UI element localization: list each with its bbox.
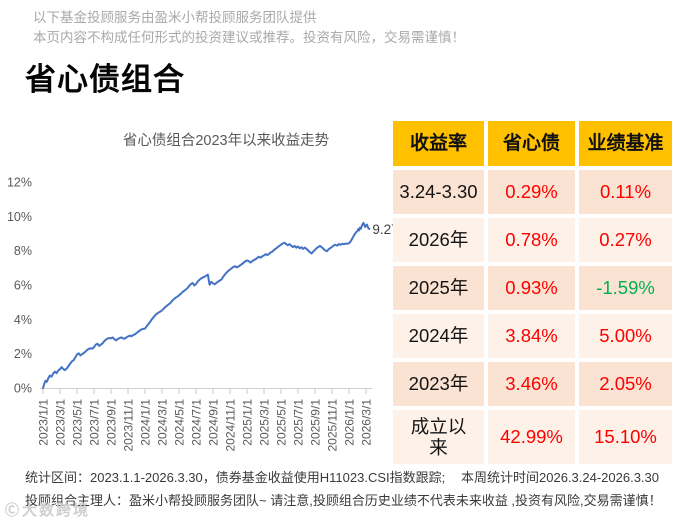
watermark-logo-icon: Ⓒ xyxy=(5,501,19,518)
row-portfolio-return: 3.84% xyxy=(488,314,575,358)
x-axis-tick-label: 2025/1/1 xyxy=(241,399,255,446)
x-axis-tick-label: 2025/3/1 xyxy=(258,399,272,446)
watermark-text: 大数跨境 xyxy=(22,502,91,519)
returns-line-chart: 0% 2% 4% 6% 8% 10% 12% 2023/1/1 2023/3/1 2023/5/1… xyxy=(7,176,410,452)
x-axis-tick-label: 2024/11/1 xyxy=(224,399,238,452)
manager-note: 投顾组合主理人：盈米小帮投顾服务团队~ 请注意,投顾组合历史业绩不代表未来收益 … xyxy=(25,493,662,508)
row-benchmark-return: 15.10% xyxy=(579,410,672,464)
x-axis-tick-label: 2025/11/1 xyxy=(326,399,340,452)
stats-range-note: 统计区间：2023.1.1-2026.3.30，债券基金收益使用H11023.C… xyxy=(25,470,446,485)
x-axis-tick-label: 2024/1/1 xyxy=(139,399,153,446)
x-axis-tick-label: 2023/11/1 xyxy=(122,399,136,452)
footer-notes: 统计区间：2023.1.1-2026.3.30，债券基金收益使用H11023.C… xyxy=(25,467,662,509)
row-portfolio-return: 0.29% xyxy=(488,170,575,214)
x-axis-tick-label: 2025/7/1 xyxy=(292,399,306,446)
disclaimer-line-2: 本页内容不构成任何形式的投资建议或推荐。投资有风险，交易需谨慎！ xyxy=(33,30,465,45)
watermark: Ⓒ 大数跨境 xyxy=(5,499,90,520)
disclaimer-line-1: 以下基金投顾服务由盈米小帮投顾服务团队提供 xyxy=(33,10,317,25)
y-axis-tick-label: 6% xyxy=(14,279,32,293)
row-benchmark-return: 5.00% xyxy=(579,314,672,358)
row-period-label: 2026年 xyxy=(393,218,484,262)
header-benchmark: 业绩基准 xyxy=(579,121,672,166)
x-axis-tick-label: 2024/3/1 xyxy=(156,399,170,446)
x-axis-tick-label: 2024/9/1 xyxy=(207,399,221,446)
x-axis-tick-label: 2025/5/1 xyxy=(275,399,289,446)
row-period-label: 2023年 xyxy=(393,362,484,406)
page-title: 省心债组合 xyxy=(25,62,185,97)
row-period-label: 2025年 xyxy=(393,266,484,310)
x-axis-tick-label: 2025/9/1 xyxy=(309,399,323,446)
x-axis-tick-label: 2026/3/1 xyxy=(360,399,374,446)
y-axis-tick-label: 10% xyxy=(7,210,32,224)
row-benchmark-return: 2.05% xyxy=(579,362,672,406)
x-axis-tick-label: 2024/7/1 xyxy=(190,399,204,446)
weekly-stats-note: 本周统计时间2026.3.24-2026.3.30 xyxy=(461,470,659,485)
x-axis-tick-label: 2023/7/1 xyxy=(88,399,102,446)
row-portfolio-return: 42.99% xyxy=(488,410,575,464)
portfolio-return-line xyxy=(42,221,371,389)
x-axis-tick-label: 2024/5/1 xyxy=(173,399,187,446)
y-axis-tick-label: 4% xyxy=(14,313,32,327)
x-axis-tick-label: 2023/1/1 xyxy=(37,399,51,446)
x-axis-tick-label: 2023/3/1 xyxy=(54,399,68,446)
row-portfolio-return: 0.78% xyxy=(488,218,575,262)
y-axis-tick-label: 8% xyxy=(14,244,32,258)
x-axis-tick-label: 2026/1/1 xyxy=(343,399,357,446)
y-axis-tick-label: 2% xyxy=(14,347,32,361)
chart-title: 省心债组合2023年以来收益走势 xyxy=(122,133,330,149)
y-axis-tick-label: 12% xyxy=(7,176,32,190)
row-period-label: 成立以来 xyxy=(393,410,484,464)
top-disclaimer: 以下基金投顾服务由盈米小帮投顾服务团队提供 本页内容不构成任何形式的投资建议或推… xyxy=(33,8,465,48)
header-portfolio: 省心债 xyxy=(488,121,575,166)
x-axis-tick-label: 2023/5/1 xyxy=(71,399,85,446)
returns-table: 收益率 省心债 业绩基准 3.24-3.30 0.29% 0.11% 2026年 0.78% 0… xyxy=(393,121,672,464)
row-benchmark-return: -1.59% xyxy=(579,266,672,310)
row-benchmark-return: 0.27% xyxy=(579,218,672,262)
header-return-rate: 收益率 xyxy=(393,121,484,166)
row-portfolio-return: 0.93% xyxy=(488,266,575,310)
row-benchmark-return: 0.11% xyxy=(579,170,672,214)
row-portfolio-return: 3.46% xyxy=(488,362,575,406)
x-axis-tick-label: 2023/9/1 xyxy=(105,399,119,446)
y-axis-tick-label: 0% xyxy=(14,382,32,396)
row-period-label: 3.24-3.30 xyxy=(393,170,484,214)
row-period-label: 2024年 xyxy=(393,314,484,358)
